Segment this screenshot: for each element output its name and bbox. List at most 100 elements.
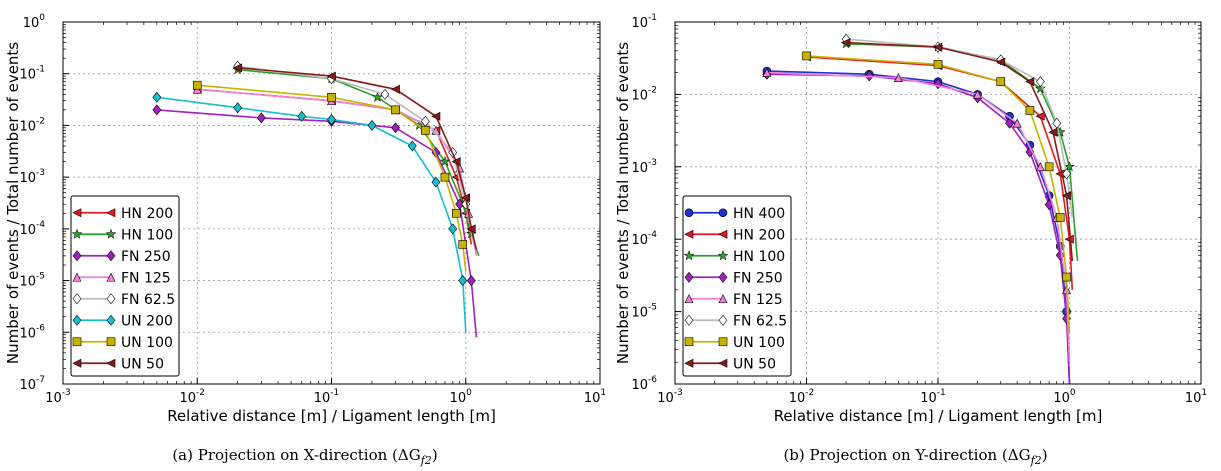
y-tick-base: 10 [19, 119, 36, 134]
data-point-un-200 [297, 110, 307, 122]
legend-item-hn-100: HN 100 [71, 227, 173, 243]
x-tick-label: 101 [584, 388, 606, 406]
x-tick-exponent: 1 [1201, 388, 1207, 398]
data-point-hn-100 [1063, 161, 1076, 172]
data-point-un-50 [451, 157, 461, 167]
legend-label: HN 100 [121, 227, 173, 243]
legend-marker [684, 208, 694, 218]
data-point-hn-100 [439, 155, 451, 167]
y-tick-base: 10 [19, 68, 36, 83]
data-point-un-100 [192, 80, 202, 90]
series-line-un-50 [237, 67, 478, 250]
y-axis-label: Number of events / Total number of event… [614, 42, 632, 364]
chart-panel-y-direction: 10-3 10-2 10-1 100 101 10-6 10-5 10-4 10-3 10-2 10… [610, 0, 1221, 471]
series-line-hn-400 [766, 70, 1071, 385]
data-point-un-50 [461, 193, 471, 203]
legend-item-fn-250: FN 250 [684, 270, 783, 286]
y-tick-exponent: -2 [36, 116, 45, 126]
chart-x-direction: 10-3 10-2 10-1 100 10110-710-610-510-410-310… [4, 13, 606, 425]
data-point-fn-125 [762, 67, 772, 77]
caption-subscript: f2 [420, 454, 432, 467]
y-tick-label: 10-3 [631, 158, 657, 176]
legend-marker [718, 358, 728, 368]
data-point-fn-125 [1012, 118, 1022, 128]
legend-item-fn-125: FN 125 [684, 292, 783, 308]
y-tick-base: 10 [631, 233, 648, 248]
data-point-un-50 [1061, 191, 1071, 201]
legend-marker [72, 250, 82, 262]
legend-label: FN 125 [733, 292, 783, 308]
legend-item-hn-100: HN 100 [683, 249, 785, 265]
plot-frame [62, 21, 601, 385]
y-tick-base: 10 [19, 223, 36, 238]
y-tick-base: 10 [19, 326, 36, 341]
legend-marker [106, 208, 116, 218]
data-point-un-200 [458, 275, 468, 287]
series-line-fn-125 [197, 88, 478, 257]
x-tick-label: 10-1 [920, 388, 946, 406]
legend-item-hn-200: HN 200 [72, 206, 173, 222]
x-tick-base: 10 [1185, 391, 1202, 406]
legend-frame [682, 195, 792, 377]
y-tick-base: 10 [19, 171, 36, 186]
data-point-un-50 [841, 38, 851, 48]
y-tick-label: 10-5 [19, 272, 45, 290]
legend-marker [105, 228, 117, 239]
y-tick-label: 10-2 [631, 85, 657, 103]
x-tick-base: 10 [179, 391, 196, 406]
y-tick-label: 10-1 [631, 13, 657, 31]
data-point-hn-200 [1035, 111, 1045, 121]
y-tick-exponent: -6 [648, 375, 657, 385]
x-tick-label: 10-3 [657, 388, 683, 406]
x-tick-exponent: 0 [1070, 388, 1076, 398]
legend-marker [71, 228, 83, 239]
x-tick-exponent: -1 [937, 388, 946, 398]
data-point-fn-250 [391, 122, 400, 134]
series-line-hn-100 [237, 68, 480, 257]
y-tick-exponent: -6 [36, 323, 45, 333]
legend-label: FN 125 [121, 270, 171, 286]
data-point-hn-100 [1034, 82, 1046, 94]
legend-marker [72, 314, 82, 326]
legend-label: UN 100 [733, 335, 785, 351]
data-point-un-200 [367, 119, 377, 131]
data-point-un-50 [431, 111, 441, 121]
data-point-un-50 [1025, 77, 1035, 87]
legend-label: HN 100 [733, 249, 785, 265]
data-point-un-100 [391, 105, 400, 115]
x-tick-label: 10-2 [179, 388, 205, 406]
data-point-un-50 [466, 224, 476, 234]
caption-close: ) [431, 446, 438, 464]
legend-marker [684, 358, 694, 368]
legend-label: UN 100 [121, 335, 173, 351]
data-point-un-200 [448, 223, 458, 235]
y-tick-exponent: -5 [36, 272, 45, 282]
legend-marker [684, 337, 694, 347]
caption-y-direction: (b) Projection on Y-direction (ΔGf2) [610, 446, 1221, 467]
series-line-fn-250 [766, 73, 1071, 385]
caption-text: (a) Projection on X-direction (ΔG [172, 446, 421, 464]
data-point-un-100 [933, 60, 943, 69]
y-tick-base: 10 [19, 378, 36, 393]
y-tick-exponent: -2 [648, 85, 657, 95]
legend-item-un-50: UN 50 [72, 356, 164, 372]
legend-label: FN 62.5 [733, 313, 787, 329]
legend-marker [718, 337, 728, 347]
legend-marker [72, 208, 82, 218]
y-tick-exponent: -5 [648, 303, 657, 313]
y-tick-label: 10-7 [19, 375, 45, 393]
y-tick-base: 10 [631, 161, 648, 176]
legend-marker [106, 337, 116, 347]
x-tick-exponent: 1 [600, 388, 606, 398]
legend-label: FN 62.5 [121, 292, 175, 308]
x-axis-label: Relative distance [m] / Ligament length … [167, 407, 496, 425]
x-tick-exponent: -1 [330, 388, 339, 398]
data-point-un-200 [327, 114, 336, 126]
y-tick-base: 10 [631, 88, 648, 103]
legend-marker [718, 229, 728, 239]
legend-marker [72, 272, 82, 282]
series-line-hn-200 [806, 56, 1074, 290]
y-tick-base: 10 [631, 378, 648, 393]
data-point-un-200 [233, 102, 243, 114]
x-tick-label: 101 [1185, 388, 1207, 406]
